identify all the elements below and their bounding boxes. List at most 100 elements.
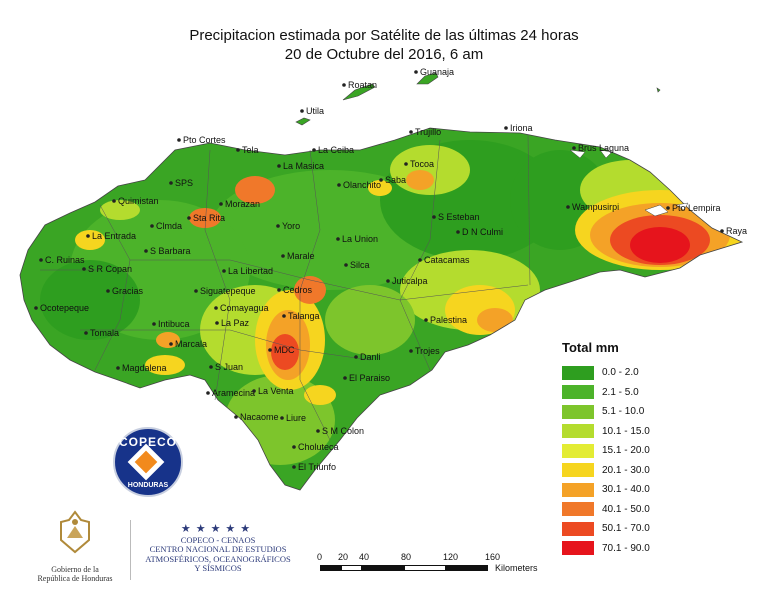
town-catacamas: Catacamas (418, 255, 470, 265)
legend-label: 30.1 - 40.0 (602, 484, 650, 496)
town-s-barbara: S Barbara (144, 246, 191, 256)
town-cedros: Cedros (277, 285, 313, 295)
town-marker (386, 279, 390, 283)
town-roatan: Roatan (342, 80, 377, 90)
town-label: Sta Rita (193, 213, 225, 223)
town-marker (214, 306, 218, 310)
town-la-entrada: La Entrada (86, 231, 136, 241)
town-marker (86, 234, 90, 238)
town-danli: Danli (354, 352, 381, 362)
scale-segment (341, 565, 362, 571)
town-marker (34, 306, 38, 310)
town-comayagua: Comayagua (214, 303, 269, 313)
town-siguatepeque: Siguatepeque (194, 286, 256, 296)
town-label: La Paz (221, 318, 250, 328)
town-s-esteban: S Esteban (432, 212, 480, 222)
legend-title: Total mm (562, 340, 619, 355)
legend-item: 20.1 - 30.0 (562, 461, 702, 481)
scale-segment (446, 565, 488, 571)
town-label: La Libertad (228, 266, 273, 276)
legend-swatch (562, 482, 594, 497)
town-clmda: Clmda (150, 221, 182, 231)
gov-line2: República de Honduras (37, 574, 113, 583)
town-label: Wampusirpi (572, 202, 619, 212)
town-guanaja: Guanaja (414, 67, 454, 77)
map-subtitle: 20 de Octubre del 2016, 6 am (284, 46, 484, 63)
town-marker (144, 249, 148, 253)
town-label: Comayagua (220, 303, 269, 313)
town-marker (666, 206, 670, 210)
town-marker (277, 288, 281, 292)
town-nacaome: Nacaome (234, 412, 279, 422)
town-choluteca: Choluteca (292, 442, 339, 452)
town-label: El Triunfo (298, 462, 336, 472)
town-label: C. Ruinas (45, 255, 85, 265)
town-label: La Venta (258, 386, 294, 396)
town-marker (39, 258, 43, 262)
legend-label: 40.1 - 50.0 (602, 503, 650, 515)
town-marker (206, 391, 210, 395)
town-marker (152, 322, 156, 326)
town-label: Morazan (225, 199, 260, 209)
town-la-libertad: La Libertad (222, 266, 273, 276)
town-intibuca: Intibuca (152, 319, 190, 329)
legend: Total mm 0.0 - 2.0 2.1 - 5.0 5.1 - 10.0 10.… (562, 340, 702, 558)
town-marker (456, 230, 460, 234)
cenaos-line4: Y SÍSMICOS (194, 563, 242, 573)
town-marker (252, 389, 256, 393)
town-aramecina: Aramecina (206, 388, 255, 398)
town-talanga: Talanga (282, 311, 320, 321)
town-mdc: MDC (268, 345, 295, 355)
scale-tick-label: 160 (485, 552, 501, 562)
town-label: S Barbara (150, 246, 191, 256)
town-marker (343, 376, 347, 380)
town-label: D N Culmi (462, 227, 503, 237)
town-brus-laguna: Brus Laguna (572, 143, 629, 153)
town-marker (379, 178, 383, 182)
town-marker (169, 181, 173, 185)
town-marker (292, 445, 296, 449)
town-marker (418, 258, 422, 262)
town-marker (404, 162, 408, 166)
town-label: Tocoa (410, 159, 434, 169)
scale-segment (320, 565, 341, 571)
town-tela: Tela (236, 145, 259, 155)
town-ocotepeque: Ocotepeque (34, 303, 89, 313)
town-s-m-colon: S M Colon (316, 426, 364, 436)
town-wampusirpi: Wampusirpi (566, 202, 619, 212)
legend-item: 2.1 - 5.0 (562, 383, 702, 403)
town-marker (187, 216, 191, 220)
town-la-venta: La Venta (252, 386, 294, 396)
town-marker (116, 366, 120, 370)
town-marker (106, 289, 110, 293)
town-marker (215, 321, 219, 325)
town-marker (281, 254, 285, 258)
town-morazan: Morazan (219, 199, 260, 209)
town-label: La Ceiba (318, 145, 354, 155)
town-magdalena: Magdalena (116, 363, 167, 373)
scale-segment (362, 565, 404, 571)
legend-label: 2.1 - 5.0 (602, 386, 639, 398)
town-marker (177, 138, 181, 142)
gov-line1: Gobierno de la (51, 565, 99, 574)
town-label: Marcala (175, 339, 207, 349)
town-label: Aramecina (212, 388, 255, 398)
town-label: La Masica (283, 161, 324, 171)
town-label: Yoro (282, 221, 300, 231)
town-marker (720, 229, 724, 233)
logo-bottom-text: HONDURAS (127, 482, 169, 489)
town-label: Olanchito (343, 180, 381, 190)
town-label: El Paraiso (349, 373, 390, 383)
town-saba: Saba (379, 175, 406, 185)
logo-top-text: COPECO (118, 435, 177, 449)
town-marker (504, 126, 508, 130)
town-label: Siguatepeque (200, 286, 256, 296)
town-sps: SPS (169, 178, 193, 188)
town-d-n-culmi: D N Culmi (456, 227, 503, 237)
legend-swatch (562, 502, 594, 517)
town-label: S Juan (215, 362, 243, 372)
town-marker (409, 130, 413, 134)
legend-item: 30.1 - 40.0 (562, 480, 702, 500)
legend-label: 20.1 - 30.0 (602, 464, 650, 476)
